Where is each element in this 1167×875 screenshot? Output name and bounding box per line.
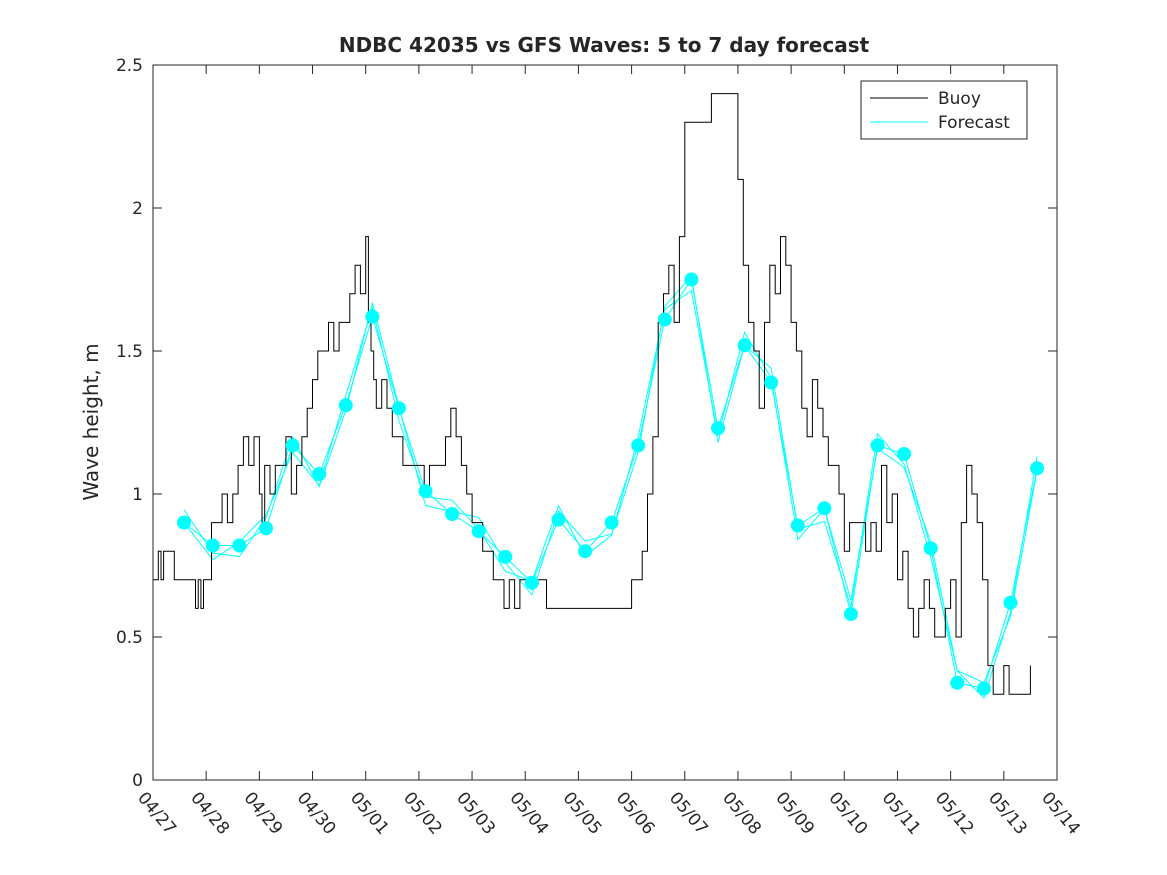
y-axis: 0 0.5 1 1.5 2 2.5 bbox=[116, 56, 1057, 791]
forecast-marker bbox=[285, 438, 300, 453]
legend: Buoy Forecast bbox=[860, 80, 1028, 140]
forecast-marker bbox=[843, 607, 858, 622]
forecast-marker bbox=[177, 515, 191, 530]
forecast-marker bbox=[312, 467, 327, 481]
y-tick-label: 2.5 bbox=[116, 56, 143, 76]
buoy-line bbox=[153, 93, 1031, 695]
forecast-marker bbox=[897, 447, 912, 461]
forecast-marker bbox=[631, 438, 646, 453]
forecast-line bbox=[183, 274, 1038, 684]
forecast-marker bbox=[205, 538, 220, 553]
y-tick-label: 1.5 bbox=[116, 342, 143, 362]
forecast-marker-group bbox=[177, 272, 1045, 696]
forecast-marker bbox=[259, 521, 273, 536]
forecast-marker bbox=[737, 338, 752, 353]
forecast-marker bbox=[418, 484, 433, 499]
y-tick-label: 1 bbox=[132, 485, 143, 505]
forecast-line bbox=[183, 289, 1038, 700]
forecast-marker bbox=[923, 541, 938, 556]
forecast-marker bbox=[1030, 461, 1045, 476]
forecast-marker bbox=[578, 544, 593, 559]
forecast-marker bbox=[657, 312, 672, 327]
y-tick-label: 0 bbox=[132, 771, 143, 791]
forecast-marker bbox=[445, 507, 460, 521]
forecast-marker bbox=[976, 681, 991, 696]
buoy-series-group bbox=[153, 93, 1031, 695]
forecast-marker bbox=[365, 309, 380, 324]
forecast-marker bbox=[1003, 595, 1018, 610]
forecast-marker bbox=[950, 675, 965, 690]
forecast-marker bbox=[524, 575, 539, 590]
forecast-marker bbox=[604, 515, 619, 530]
forecast-marker bbox=[338, 398, 353, 413]
y-tick-label: 2 bbox=[132, 199, 143, 219]
plot-frame bbox=[152, 64, 1058, 781]
forecast-marker bbox=[684, 272, 699, 287]
plot-area bbox=[153, 65, 1057, 780]
legend-buoy-label: Buoy bbox=[938, 89, 981, 109]
forecast-marker bbox=[870, 438, 885, 453]
forecast-marker bbox=[711, 421, 725, 436]
legend-forecast-label: Forecast bbox=[938, 113, 1010, 133]
forecast-marker bbox=[498, 549, 513, 564]
forecast-marker bbox=[764, 375, 779, 390]
forecast-marker bbox=[391, 401, 406, 416]
chart-title: NDBC 42035 vs GFS Waves: 5 to 7 day fore… bbox=[339, 33, 870, 57]
forecast-marker bbox=[790, 518, 805, 533]
y-axis-label: Wave height, m bbox=[79, 343, 103, 500]
legend-box bbox=[860, 80, 1028, 140]
forecast-marker bbox=[232, 538, 247, 553]
forecast-marker bbox=[551, 512, 566, 527]
forecast-marker bbox=[471, 524, 486, 539]
y-tick-label: 0.5 bbox=[116, 628, 143, 648]
forecast-marker bbox=[817, 501, 832, 516]
